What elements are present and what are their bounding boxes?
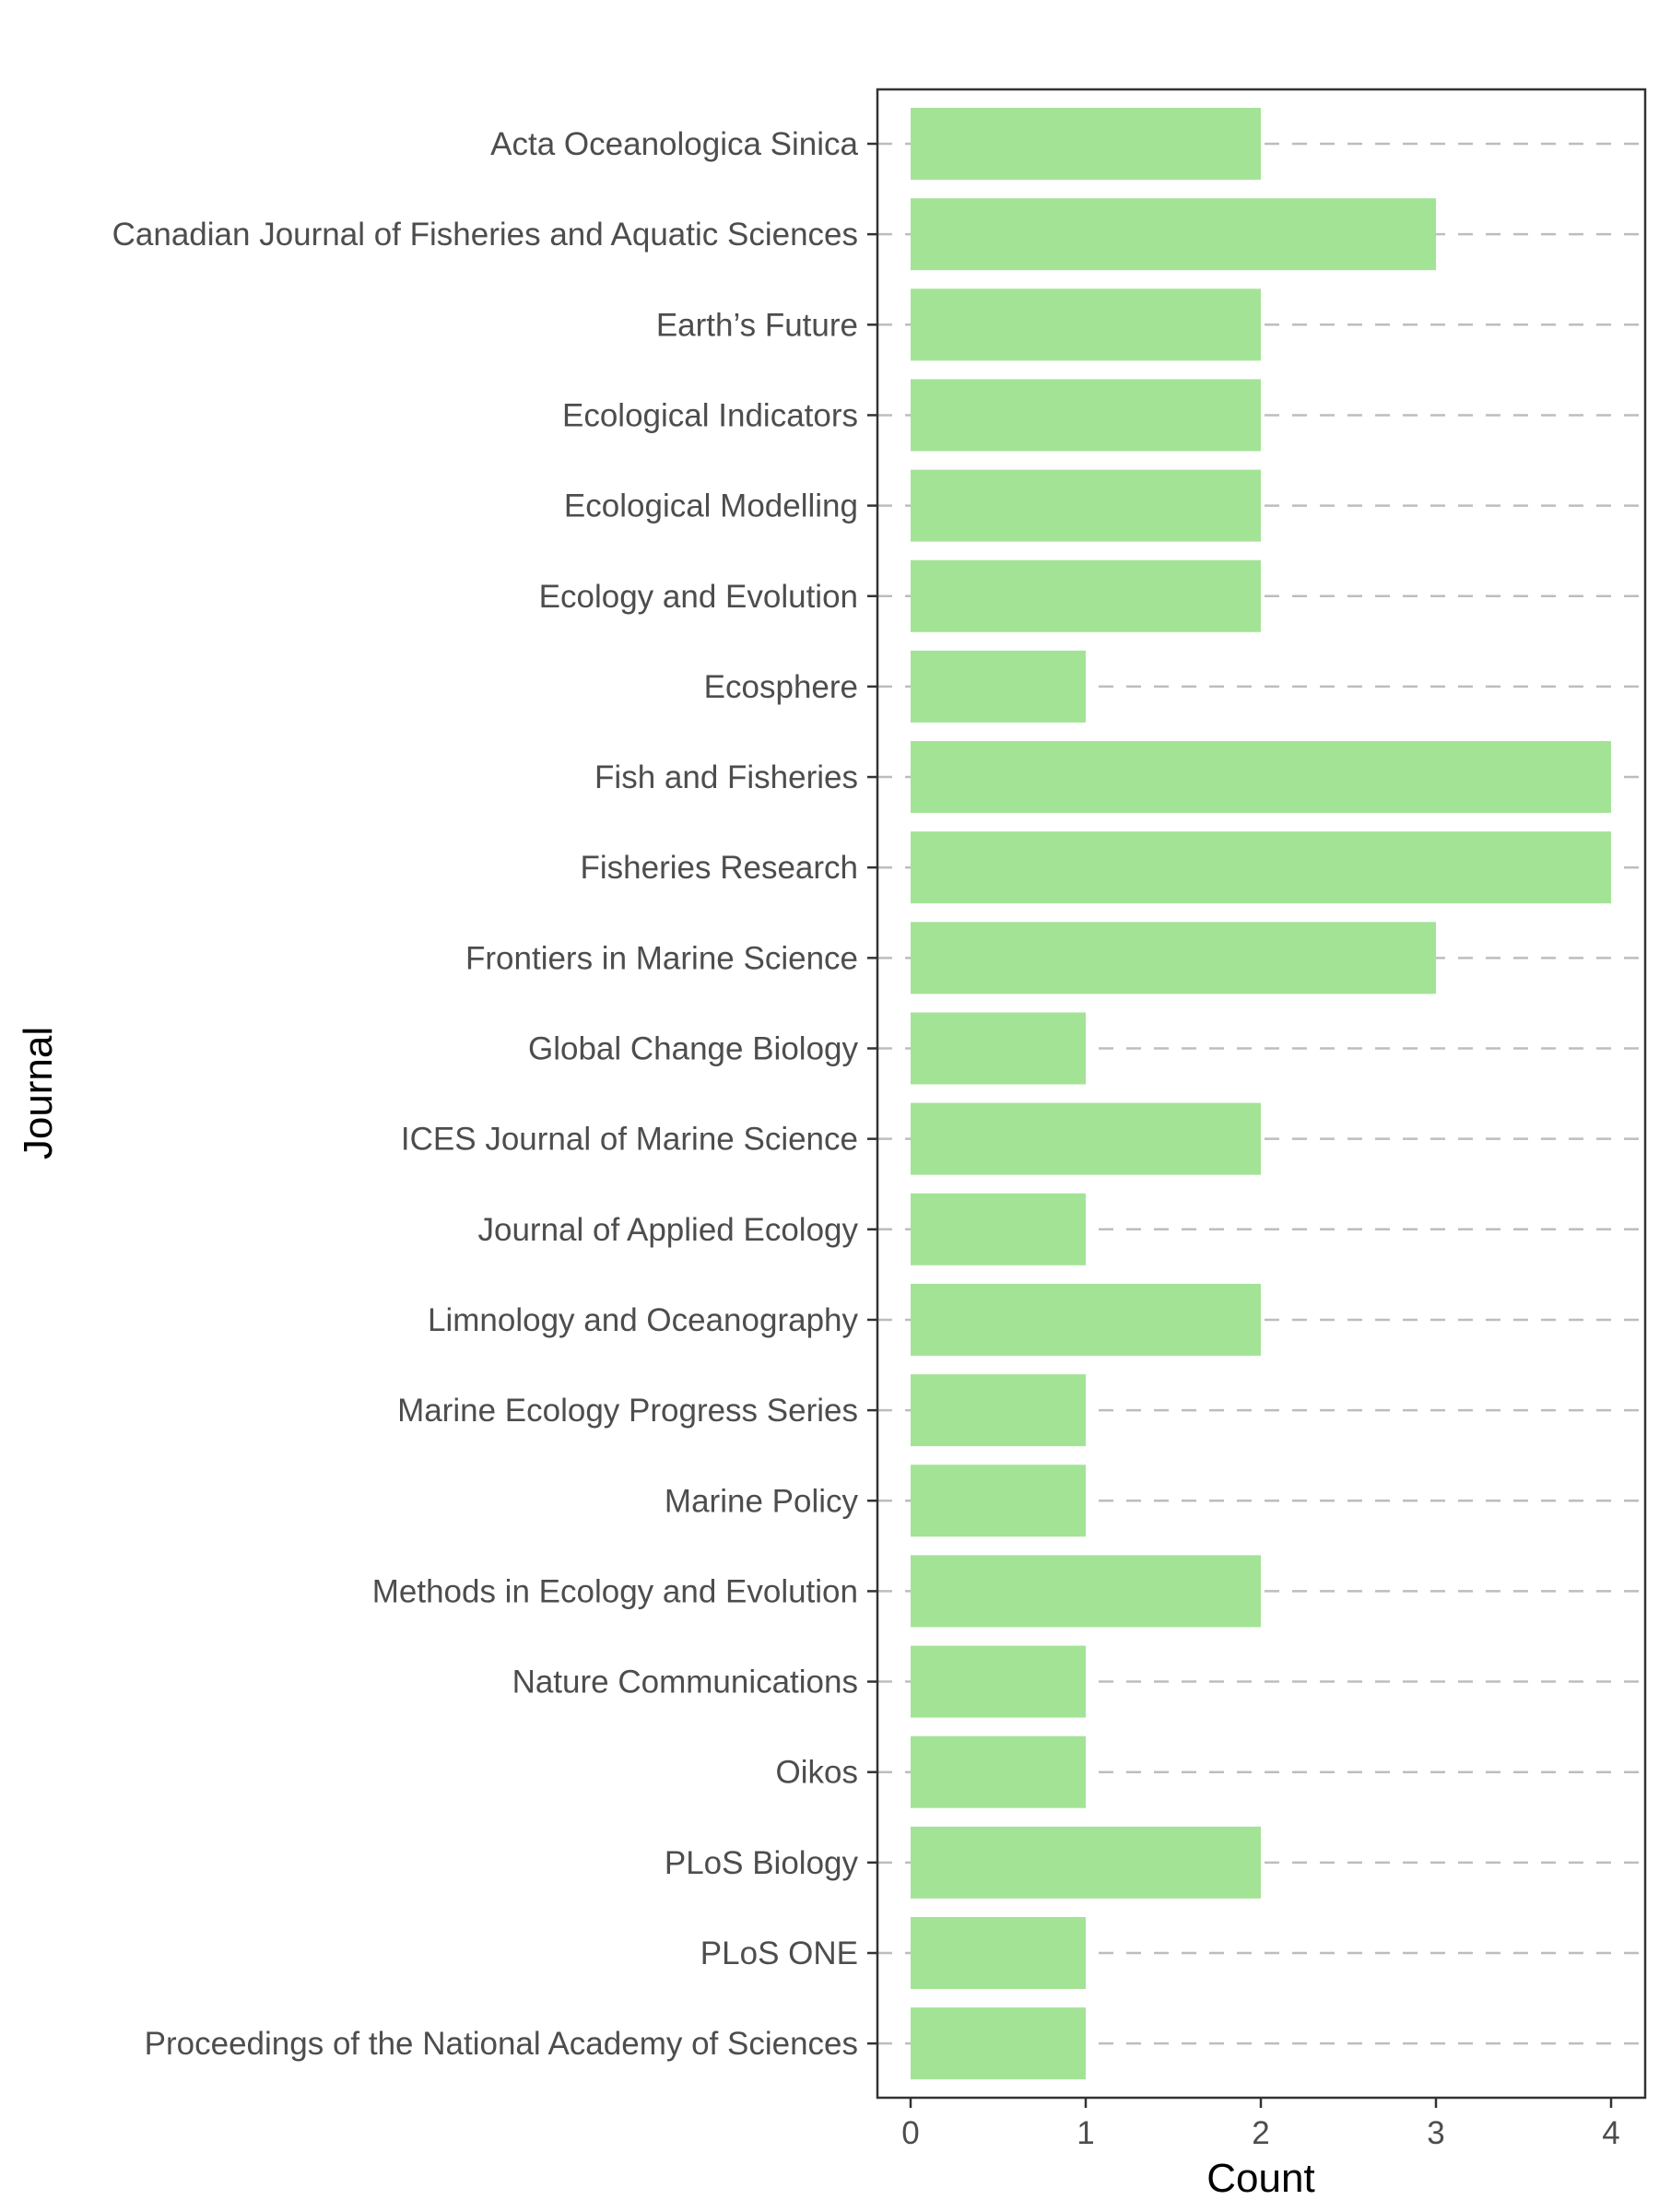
bar — [911, 288, 1261, 360]
y-tick-label: Canadian Journal of Fisheries and Aquati… — [112, 217, 858, 253]
x-tick-label: 2 — [1252, 2115, 1269, 2151]
bars — [911, 108, 1611, 2079]
bar — [911, 2007, 1086, 2079]
y-tick-label: Ecological Indicators — [562, 397, 858, 433]
bar — [911, 1194, 1086, 1265]
bar — [911, 1013, 1086, 1085]
y-tick-label: Ecology and Evolution — [539, 579, 858, 615]
x-axis-title: Count — [1206, 2156, 1314, 2201]
y-tick-label: Proceedings of the National Academy of S… — [145, 2026, 858, 2062]
bar — [911, 922, 1436, 994]
y-tick-label: Ecological Modelling — [564, 488, 858, 524]
bar — [911, 1103, 1261, 1175]
x-tick-label: 0 — [901, 2115, 919, 2151]
y-axis-title: Journal — [16, 1027, 61, 1159]
bar — [911, 1465, 1086, 1536]
bar — [911, 1827, 1261, 1899]
x-tick-label: 1 — [1077, 2115, 1094, 2151]
bar — [911, 470, 1261, 542]
y-tick-label: PLoS ONE — [700, 1936, 858, 1971]
bar — [911, 379, 1261, 451]
bar — [911, 831, 1611, 903]
bar — [911, 560, 1261, 632]
y-axis: Acta Oceanologica Sinica Canadian Journal… — [112, 126, 877, 2062]
y-tick-label: Methods in Ecology and Evolution — [372, 1573, 858, 1609]
y-tick-label: Nature Communications — [512, 1665, 858, 1700]
y-tick-label: Oikos — [776, 1755, 858, 1791]
y-tick-label: Marine Ecology Progress Series — [397, 1393, 858, 1429]
bar — [911, 1646, 1086, 1718]
x-tick-label: 4 — [1602, 2115, 1619, 2151]
y-tick-label: Fisheries Research — [581, 850, 859, 886]
bar — [911, 651, 1086, 723]
y-tick-label: Fish and Fisheries — [594, 759, 858, 795]
bar — [911, 1284, 1261, 1356]
y-tick-label: Global Change Biology — [528, 1031, 859, 1067]
bar — [911, 741, 1611, 813]
y-tick-label: Acta Oceanologica Sinica — [490, 126, 858, 162]
y-tick-label: PLoS Biology — [665, 1845, 859, 1881]
y-tick-label: Journal of Applied Ecology — [478, 1212, 859, 1248]
y-tick-label: Ecosphere — [704, 669, 858, 705]
y-tick-label: Limnology and Oceanography — [428, 1302, 858, 1338]
bar — [911, 1555, 1261, 1627]
y-tick-label: Frontiers in Marine Science — [465, 940, 858, 976]
y-tick-label: Marine Policy — [665, 1483, 859, 1519]
bar — [911, 1917, 1086, 1989]
bar — [911, 1736, 1086, 1808]
bar — [911, 198, 1436, 270]
y-tick-label: ICES Journal of Marine Science — [401, 1122, 858, 1158]
y-tick-label: Earth’s Future — [656, 307, 858, 343]
bar — [911, 1374, 1086, 1446]
bar — [911, 108, 1261, 180]
x-axis: 0 1 2 3 4 — [901, 2098, 1619, 2151]
x-tick-label: 3 — [1427, 2115, 1444, 2151]
